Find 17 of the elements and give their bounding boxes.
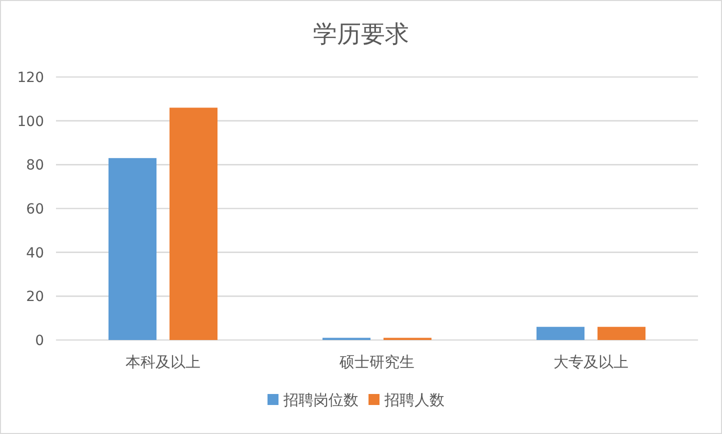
bar	[170, 108, 218, 340]
legend-label: 招聘岗位数	[282, 391, 358, 409]
y-tick-label: 60	[26, 202, 44, 218]
y-tick-label: 120	[17, 70, 44, 86]
y-tick-label: 40	[26, 245, 44, 262]
x-tick-label: 硕士研究生	[338, 353, 414, 371]
y-tick-label: 0	[35, 333, 44, 349]
bar	[598, 326, 646, 340]
bar	[108, 158, 156, 340]
y-tick-label: 80	[26, 158, 44, 174]
legend-label: 招聘人数	[384, 391, 444, 409]
x-tick-label: 大专及以上	[554, 353, 628, 371]
x-tick-label: 本科及以上	[126, 353, 200, 371]
y-tick-label: 100	[17, 114, 44, 130]
bar	[536, 326, 584, 340]
chart-title: 学历要求	[313, 20, 409, 48]
y-tick-label: 20	[26, 289, 44, 306]
